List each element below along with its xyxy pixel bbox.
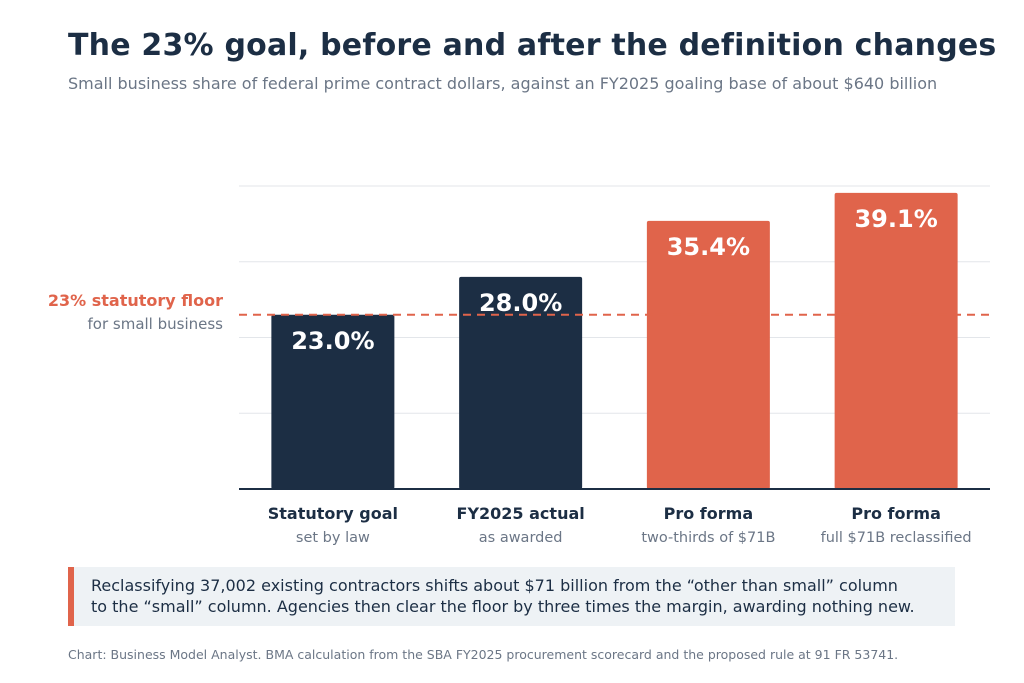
- bar-value-label: 28.0%: [479, 289, 562, 317]
- category-sublabel: as awarded: [479, 530, 563, 546]
- category-sublabel: full $71B reclassified: [821, 530, 972, 546]
- callout-box: Reclassifying 37,002 existing contractor…: [68, 567, 955, 626]
- bar-value-label: 35.4%: [667, 233, 750, 261]
- category-label: Pro forma: [851, 504, 941, 523]
- source-note: Chart: Business Model Analyst. BMA calcu…: [68, 647, 899, 662]
- chart-subtitle: Small business share of federal prime co…: [68, 74, 938, 93]
- labels: 23.0% Statutory goal set by law 28.0% FY2025…: [268, 205, 972, 546]
- bar-value-label: 23.0%: [291, 327, 374, 355]
- category-sublabel: set by law: [296, 530, 370, 546]
- category-label: Pro forma: [664, 504, 754, 523]
- category-sublabel: two-thirds of $71B: [641, 530, 775, 546]
- reference-line-label: 23% statutory floor: [47, 291, 223, 310]
- bar: [646, 220, 770, 489]
- bar-value-label: 39.1%: [854, 205, 937, 233]
- chart-title: The 23% goal, before and after the defin…: [68, 28, 997, 63]
- category-label: FY2025 actual: [457, 504, 585, 523]
- bars: [239, 192, 990, 490]
- bar: [834, 192, 958, 489]
- reference-line-sublabel: for small business: [87, 315, 224, 333]
- callout-line-2: to the “small” column. Agencies then cle…: [91, 597, 915, 616]
- bar: [271, 314, 395, 489]
- bar: [459, 276, 583, 489]
- category-label: Statutory goal: [268, 504, 398, 523]
- callout-line-1: Reclassifying 37,002 existing contractor…: [91, 576, 898, 595]
